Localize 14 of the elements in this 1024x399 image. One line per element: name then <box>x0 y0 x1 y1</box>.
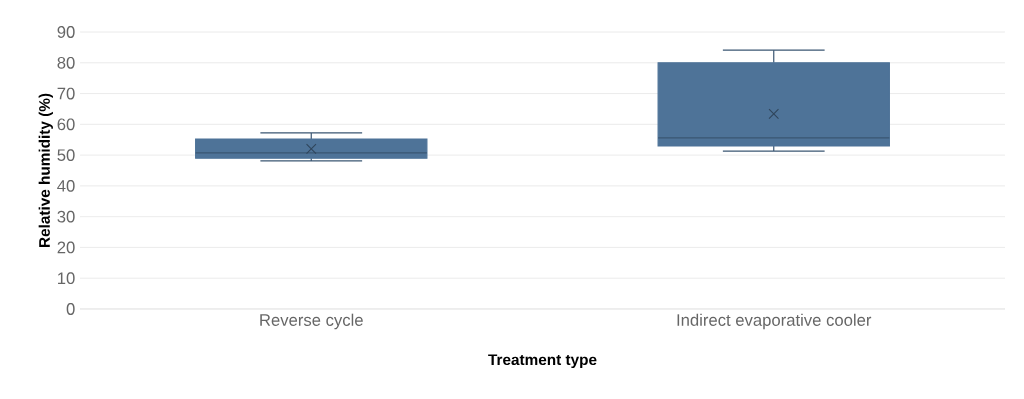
y-tick-label: 0 <box>66 303 75 315</box>
y-tick-label: 20 <box>57 241 75 254</box>
x-tick-label: Reverse cycle <box>260 313 363 330</box>
y-tick-label: 50 <box>57 149 75 162</box>
x-tick-label: Indirect evaporative cooler <box>677 313 872 330</box>
x-axis-title: Treatment type <box>488 354 597 369</box>
y-tick-label: 70 <box>57 87 75 100</box>
y-tick-label: 10 <box>58 272 75 285</box>
y-tick-label: 30 <box>57 210 75 223</box>
y-tick-label: 40 <box>57 180 75 192</box>
y-tick-label: 80 <box>57 56 75 69</box>
y-axis-title: Relative humidity (%) <box>38 93 53 247</box>
y-tick-label: 90 <box>57 26 75 38</box>
y-tick-label: 60 <box>57 118 75 131</box>
